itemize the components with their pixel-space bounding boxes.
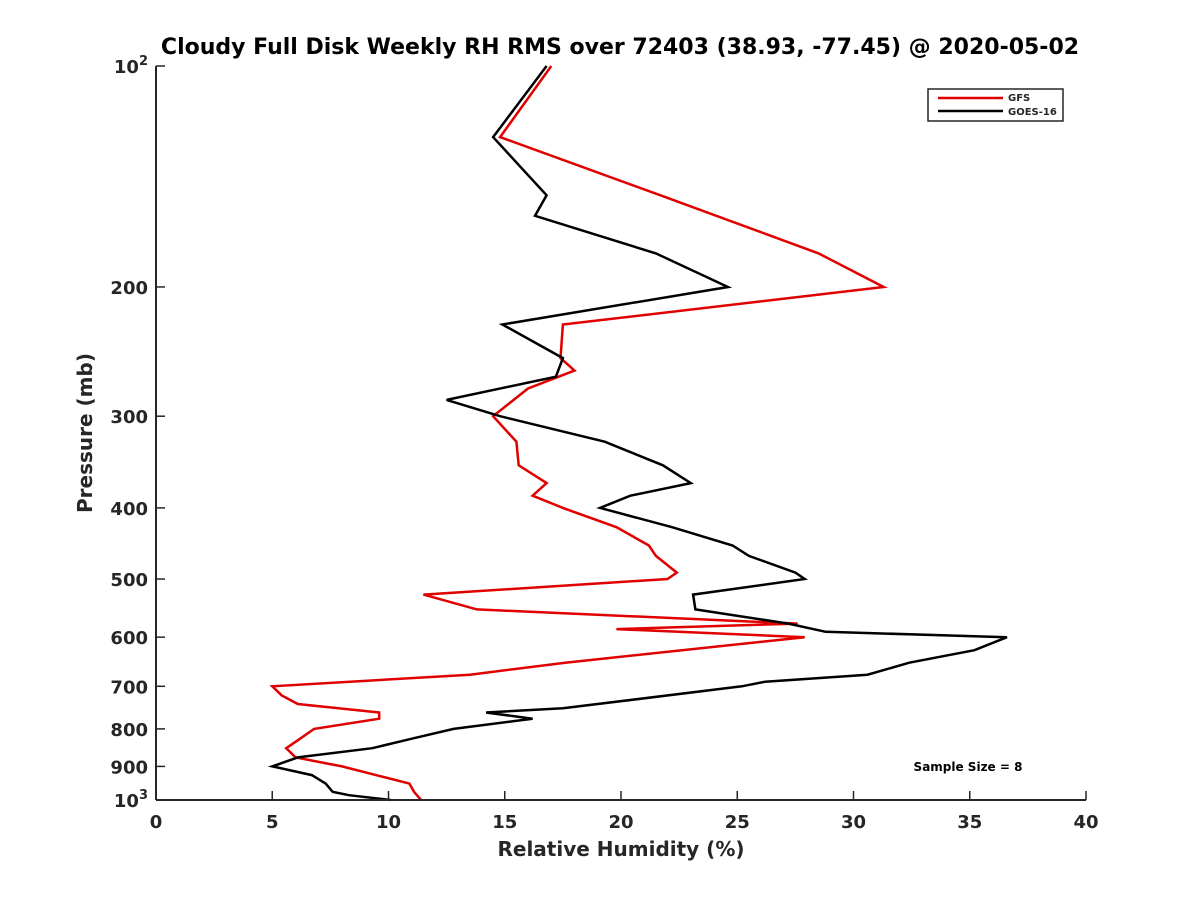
- y-tick-label: 200: [110, 278, 148, 299]
- y-tick-label: 300: [110, 407, 148, 428]
- chart-title: Cloudy Full Disk Weekly RH RMS over 7240…: [161, 35, 1079, 60]
- y-axis-label: Pressure (mb): [73, 353, 97, 513]
- sample-size-annotation: Sample Size = 8: [914, 760, 1023, 774]
- y-tick-label: 500: [110, 570, 148, 591]
- x-axis-ticks: 0 5 10 15 20 25 30 35 40: [150, 791, 1099, 833]
- y-tick-label: 800: [110, 720, 148, 741]
- x-tick-label: 20: [608, 812, 633, 833]
- series-line-goes16: [267, 65, 1008, 802]
- series-line-gfs: [269, 65, 888, 801]
- x-tick-label: 25: [725, 812, 750, 833]
- y-tick-label: 900: [110, 757, 148, 778]
- x-tick-label: 0: [150, 812, 163, 833]
- legend-box: [927, 88, 1064, 122]
- x-tick-label: 10: [376, 812, 401, 833]
- y-tick-label: 700: [110, 677, 148, 698]
- x-tick-label: 40: [1073, 812, 1098, 833]
- y-tick-label: 102: [114, 54, 148, 78]
- y-tick-label: 600: [110, 628, 148, 649]
- x-axis-label: Relative Humidity (%): [497, 837, 744, 861]
- plot-area: [267, 65, 1008, 802]
- legend-label-gfs: GFS: [1008, 93, 1030, 104]
- legend-label-goes16: GOES-16: [1008, 107, 1057, 118]
- x-tick-label: 15: [492, 812, 517, 833]
- y-axis-ticks: 102 200 300 400 500 600 700 800 900 103: [110, 54, 165, 812]
- x-tick-label: 35: [957, 812, 982, 833]
- legend: GFS GOES-16: [927, 88, 1064, 122]
- x-tick-label: 5: [266, 812, 279, 833]
- x-tick-label: 30: [841, 812, 866, 833]
- y-tick-label: 103: [114, 788, 148, 812]
- y-tick-label: 400: [110, 499, 148, 520]
